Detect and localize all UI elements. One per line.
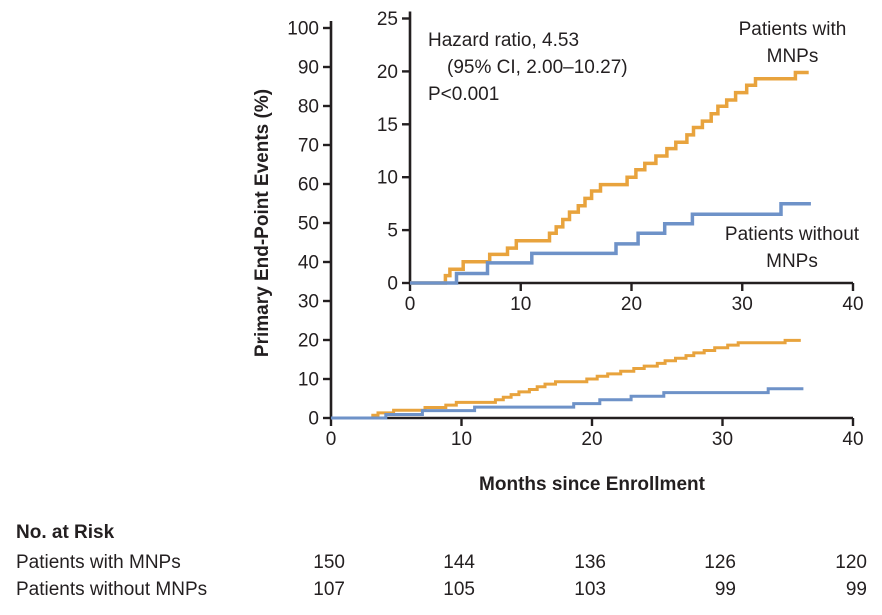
main-x-tick-label: 30 [712,429,733,450]
series-label-without-mnps-line2: MNPs [766,251,818,272]
main-x-tick-label: 0 [326,429,337,450]
inset-series-without-mnps-line [410,201,811,285]
risk-value-with-m10: 144 [443,552,475,573]
main-y-tick-label: 20 [298,331,319,352]
inset-y-tick-label: 10 [377,168,398,189]
annotation-confidence-interval: (95% CI, 2.00–10.27) [447,57,628,78]
series-label-without-mnps-line1: Patients without [724,224,860,245]
inset-y-tick-label: 5 [387,221,398,242]
hazard-ratio-annotation: Hazard ratio, 4.53 (95% CI, 2.00–10.27) … [428,27,628,108]
main-y-tick-label: 0 [308,409,319,430]
risk-value-with-m40: 120 [835,552,867,573]
inset-x-tick-label: 40 [842,294,863,315]
main-series-with-mnps-line [331,338,801,420]
main-y-tick-label: 40 [298,253,319,274]
annotation-p-value: P<0.001 [428,84,500,105]
main-y-tick-label: 10 [298,370,319,391]
risk-value-with-m20: 136 [574,552,606,573]
main-y-tick-label: 50 [298,214,319,235]
inset-y-tick-label: 20 [377,62,398,83]
series-label-with-mnps-line2: MNPs [766,46,819,67]
inset-x-tick-label: 20 [621,294,642,315]
risk-value-without-m30: 99 [714,579,736,600]
main-y-tick-label: 80 [298,97,319,118]
risk-value-without-m40: 99 [845,579,867,600]
risk-value-without-m10: 105 [443,579,475,600]
main-y-tick-label: 90 [298,58,319,79]
risk-value-without-m20: 103 [574,579,606,600]
risk-row-label-with-mnps: Patients with MNPs [16,552,181,573]
inset-x-tick-label: 30 [732,294,753,315]
risk-value-without-m0: 107 [313,579,345,600]
series-label-with-mnps-line1: Patients with [738,19,847,40]
inset-x-tick-label: 10 [510,294,531,315]
main-y-tick-label: 70 [298,136,319,157]
series-label-with-mnps: Patients with MNPs [705,16,880,70]
main-x-tick-label: 40 [842,429,863,450]
inset-y-tick-label: 15 [377,115,398,136]
risk-row-label-without-mnps: Patients without MNPs [16,579,208,600]
main-y-tick-label: 60 [298,175,319,196]
inset-plot: 0 10 20 30 40 0 5 10 15 20 25 [377,9,864,315]
risk-value-with-m30: 126 [704,552,736,573]
y-axis-title: Primary End-Point Events (%) [252,88,273,358]
series-label-without-mnps: Patients without MNPs [697,221,882,275]
main-x-tick-label: 10 [451,429,472,450]
inset-y-tick-label: 25 [377,9,398,30]
main-y-tick-label: 100 [287,19,319,40]
inset-series-with-mnps-line [410,70,809,285]
main-series-without-mnps-line [331,387,804,420]
main-y-tick-label: 30 [298,292,319,313]
annotation-hazard-ratio: Hazard ratio, 4.53 [428,30,580,51]
x-axis-title: Months since Enrollment [479,474,705,495]
inset-y-tick-label: 0 [387,274,398,295]
risk-table-title: No. at Risk [16,522,115,543]
inset-x-tick-label: 0 [405,294,416,315]
risk-value-with-m0: 150 [313,552,345,573]
main-x-tick-label: 20 [581,429,602,450]
